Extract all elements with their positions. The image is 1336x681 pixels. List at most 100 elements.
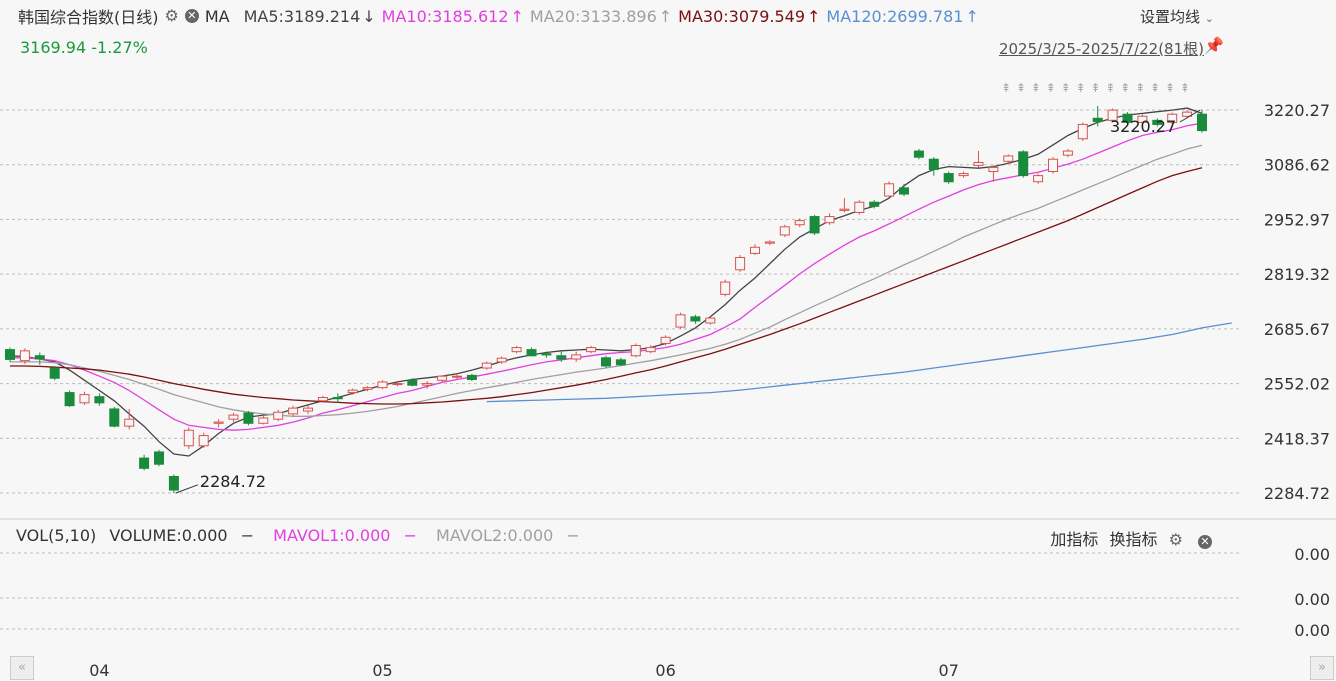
candle	[586, 345, 597, 354]
candle	[64, 390, 75, 407]
candle	[615, 357, 626, 366]
close-icon[interactable]: ✕	[184, 9, 199, 23]
arrow-up-icon: ⇞	[1061, 81, 1071, 95]
ma30-value: MA30:3079.549	[678, 6, 806, 26]
y-tick-label: 2819.32	[1264, 265, 1330, 284]
candle	[303, 405, 313, 414]
candle	[94, 393, 105, 406]
candle	[1018, 150, 1029, 178]
arrow-up-icon: ⇞	[1135, 81, 1145, 95]
candle	[1197, 110, 1207, 133]
candle	[183, 427, 194, 450]
ma10-arrow: ↑	[510, 6, 524, 26]
candle	[660, 335, 671, 346]
candle	[109, 406, 120, 428]
x-tick-label: 07	[939, 661, 959, 680]
close-icon[interactable]: ✕	[1198, 535, 1212, 549]
candle	[943, 171, 954, 184]
chart-title: 韩国综合指数(日线)	[18, 8, 159, 27]
candle	[1182, 110, 1193, 119]
ma-line-ma120	[486, 322, 1232, 403]
candle	[1048, 157, 1058, 174]
y-tick-label: 2418.37	[1264, 429, 1330, 448]
candle	[1062, 149, 1073, 158]
ma-line-ma30	[10, 167, 1203, 405]
candle	[705, 316, 716, 325]
low-pointer	[175, 484, 199, 494]
candle	[839, 198, 850, 213]
candle	[243, 411, 254, 426]
candle	[213, 419, 224, 428]
gear-icon[interactable]: ⚙	[1168, 530, 1183, 549]
candles	[5, 106, 1207, 493]
candle	[407, 378, 418, 387]
ma5-value: MA5:3189.214	[243, 6, 361, 26]
arrow-up-icon: ⇞	[1150, 81, 1160, 95]
candle	[601, 355, 611, 369]
candle	[750, 244, 760, 256]
x-axis: 04 05 06 07	[89, 661, 959, 680]
switch-indicator-button[interactable]: 换指标	[1109, 530, 1158, 549]
add-indicator-button[interactable]: 加指标	[1050, 530, 1099, 549]
candle	[139, 454, 150, 471]
price-change-pct: -1.27%	[91, 38, 148, 57]
candle	[1167, 112, 1178, 125]
candle	[466, 373, 477, 382]
candle	[541, 351, 552, 358]
ma-label: MA	[204, 6, 230, 26]
ma20-arrow: ↑	[658, 6, 673, 26]
ma30-arrow: ↑	[807, 6, 821, 26]
pin-icon[interactable]: 📌	[1204, 36, 1224, 55]
x-tick-label: 06	[655, 661, 675, 680]
arrow-up-icon: ⇞	[1120, 81, 1130, 95]
candle	[1152, 118, 1163, 127]
scroll-right-button[interactable]: »	[1310, 656, 1334, 680]
y-tick-label: 2685.67	[1264, 320, 1330, 339]
candle	[645, 345, 656, 354]
candle	[1122, 112, 1133, 125]
set-ma-button[interactable]: 设置均线 ⌄	[1140, 6, 1214, 27]
arrow-up-icon: ⇞	[1046, 81, 1056, 95]
y-tick-label: 2552.02	[1264, 375, 1330, 394]
candle	[958, 171, 969, 178]
ma-line-ma20	[10, 144, 1203, 417]
ma120-arrow: ↑	[965, 6, 979, 26]
candle	[824, 213, 835, 225]
scroll-left-button[interactable]: «	[10, 656, 34, 680]
low-annotation: 2284.72	[200, 472, 266, 491]
candle	[228, 413, 239, 423]
candle	[764, 240, 775, 246]
volume-dash: −	[240, 526, 255, 545]
y-axis: 3220.27 3086.62 2952.97 2819.32 2685.67 2552.…	[1264, 101, 1330, 503]
candle	[869, 200, 880, 209]
price-change: 3169.94 -1.27%	[20, 38, 148, 57]
y-tick-label: 3086.62	[1264, 156, 1330, 175]
candle	[1137, 114, 1148, 125]
gear-icon[interactable]: ⚙	[164, 6, 179, 25]
high-annotation: 3220.27	[1110, 117, 1176, 136]
volume-y-tick: 0.00	[1294, 621, 1330, 640]
candle	[884, 181, 895, 199]
arrow-up-icon: ⇞	[1105, 81, 1115, 95]
ma10-value: MA10:3185.612	[381, 6, 509, 26]
candle	[168, 474, 179, 493]
x-tick-label: 04	[89, 661, 109, 680]
candle	[392, 381, 403, 387]
arrow-up-icon: ⇞	[1031, 81, 1041, 95]
y-tick-label: 3220.27	[1264, 101, 1330, 120]
set-ma-label: 设置均线	[1139, 8, 1200, 26]
candle	[258, 415, 269, 425]
candle	[913, 149, 924, 160]
candle	[556, 351, 567, 362]
candle	[79, 391, 90, 405]
candle	[437, 375, 448, 383]
volume-y-tick: 0.00	[1294, 545, 1330, 564]
candle	[1092, 106, 1103, 127]
mavol2-dash: −	[566, 526, 580, 545]
date-range[interactable]: 2025/3/25-2025/7/22(81根)	[998, 40, 1204, 58]
candle	[347, 388, 358, 395]
candle	[362, 386, 373, 392]
candle	[288, 405, 299, 417]
candle	[377, 380, 388, 390]
